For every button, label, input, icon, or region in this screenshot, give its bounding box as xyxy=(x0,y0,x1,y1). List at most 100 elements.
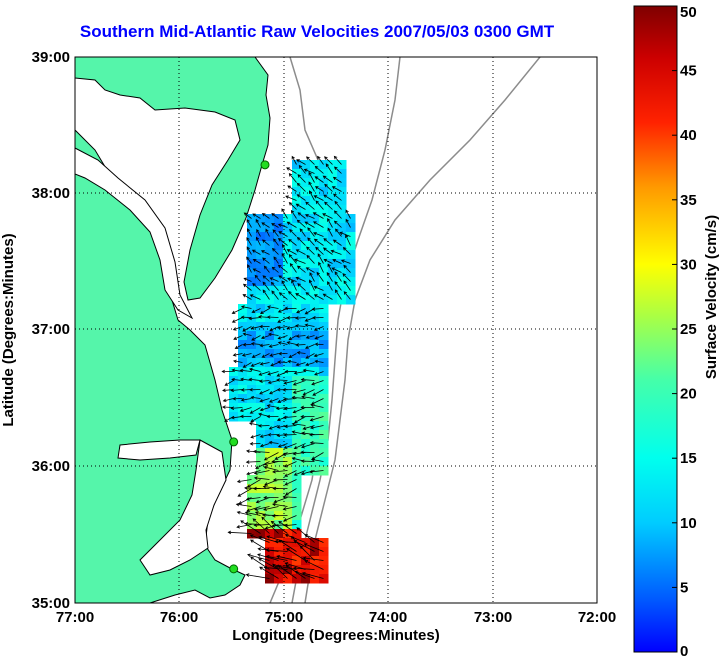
velocity-cell xyxy=(337,268,347,278)
velocity-vector xyxy=(291,155,297,165)
velocity-vector xyxy=(252,282,261,291)
velocity-cell xyxy=(301,322,311,332)
velocity-cell xyxy=(319,277,329,287)
velocity-vector xyxy=(250,362,261,367)
velocity-vector xyxy=(261,353,270,358)
velocity-cell xyxy=(265,349,275,359)
velocity-cell xyxy=(265,484,275,494)
velocity-vector xyxy=(245,497,261,501)
velocity-cell xyxy=(292,556,302,566)
velocity-vector xyxy=(286,548,306,561)
velocity-vector xyxy=(240,315,252,320)
velocity-vector xyxy=(248,367,261,372)
velocity-cell xyxy=(328,196,338,206)
velocity-cell xyxy=(274,520,284,530)
velocity-cell xyxy=(310,556,320,566)
velocity-cell xyxy=(274,286,284,296)
velocity-cell xyxy=(319,187,329,197)
velocity-vector xyxy=(340,259,351,264)
velocity-cell xyxy=(265,511,275,521)
velocity-vector xyxy=(246,228,252,237)
velocity-cell xyxy=(274,421,284,431)
velocity-cell xyxy=(283,232,293,242)
velocity-cell xyxy=(247,484,257,494)
y-tick: 36:00 xyxy=(32,458,70,475)
velocity-cell xyxy=(265,232,275,242)
velocity-vector xyxy=(250,395,261,400)
velocity-cell xyxy=(319,268,329,278)
velocity-vector xyxy=(245,460,261,464)
velocity-vector xyxy=(314,176,324,183)
velocity-cell xyxy=(292,349,302,359)
velocity-cell xyxy=(274,502,284,512)
velocity-vector xyxy=(292,389,306,394)
velocity-cell xyxy=(310,574,320,584)
x-tick: 73:00 xyxy=(474,609,512,626)
velocity-cell xyxy=(319,457,329,467)
velocity-cell xyxy=(265,448,275,458)
velocity-cell xyxy=(337,277,347,287)
velocity-vector xyxy=(295,203,306,210)
velocity-cell xyxy=(346,286,356,296)
velocity-vector xyxy=(246,449,261,453)
velocity-cell xyxy=(283,286,293,296)
velocity-cell xyxy=(310,448,320,458)
velocity-vector xyxy=(295,343,306,347)
velocity-cell xyxy=(319,313,329,323)
velocity-vector xyxy=(288,238,297,246)
velocity-vector xyxy=(305,267,315,273)
velocity-cell xyxy=(346,295,356,305)
velocity-cell xyxy=(274,232,284,242)
velocity-cell xyxy=(265,223,275,233)
velocity-cell xyxy=(292,574,302,584)
velocity-cell xyxy=(265,556,275,566)
velocity-vector xyxy=(297,174,306,183)
velocity-vector xyxy=(315,200,324,210)
velocity-cell xyxy=(283,241,293,251)
velocity-cell xyxy=(274,529,284,539)
velocity-vector xyxy=(298,164,306,174)
velocity-cell xyxy=(301,178,311,188)
velocity-vector xyxy=(305,353,315,359)
velocity-cell xyxy=(256,286,266,296)
velocity-cell xyxy=(328,223,338,233)
velocity-vector xyxy=(286,316,297,320)
velocity-vector xyxy=(293,540,315,552)
velocity-vector xyxy=(293,443,306,450)
velocity-cell xyxy=(346,223,356,233)
velocity-vector xyxy=(302,556,324,561)
velocity-cell xyxy=(301,331,311,341)
velocity-cell xyxy=(247,367,257,377)
velocity-vector xyxy=(313,238,324,246)
velocity-vector xyxy=(296,308,306,314)
velocity-cell xyxy=(247,286,257,296)
velocity-cell xyxy=(274,259,284,269)
velocity-vector xyxy=(314,165,324,174)
velocity-cell xyxy=(247,358,257,368)
velocity-vector xyxy=(293,371,306,375)
velocity-cell xyxy=(256,394,266,404)
velocity-cell xyxy=(292,286,302,296)
velocity-cell xyxy=(265,547,275,557)
velocity-cell xyxy=(247,277,257,287)
velocity-cell xyxy=(292,232,302,242)
velocity-cell xyxy=(283,547,293,557)
x-axis-label: Longitude (Degrees:Minutes) xyxy=(232,627,440,644)
velocity-cell xyxy=(256,232,266,242)
velocity-cell xyxy=(247,241,257,251)
velocity-vector xyxy=(262,289,270,300)
velocity-vector xyxy=(286,326,297,330)
velocity-cell xyxy=(274,538,284,548)
velocity-vector xyxy=(277,335,288,340)
velocity-cell xyxy=(310,322,320,332)
velocity-vector xyxy=(250,326,261,330)
velocity-cell xyxy=(319,421,329,431)
velocity-cell xyxy=(319,295,329,305)
velocity-cell xyxy=(310,331,320,341)
velocity-cell xyxy=(256,457,266,467)
velocity-cell xyxy=(292,187,302,197)
velocity-vector xyxy=(342,273,351,282)
velocity-vector xyxy=(268,332,279,337)
velocity-vector xyxy=(311,380,324,386)
x-tick: 75:00 xyxy=(265,609,303,626)
